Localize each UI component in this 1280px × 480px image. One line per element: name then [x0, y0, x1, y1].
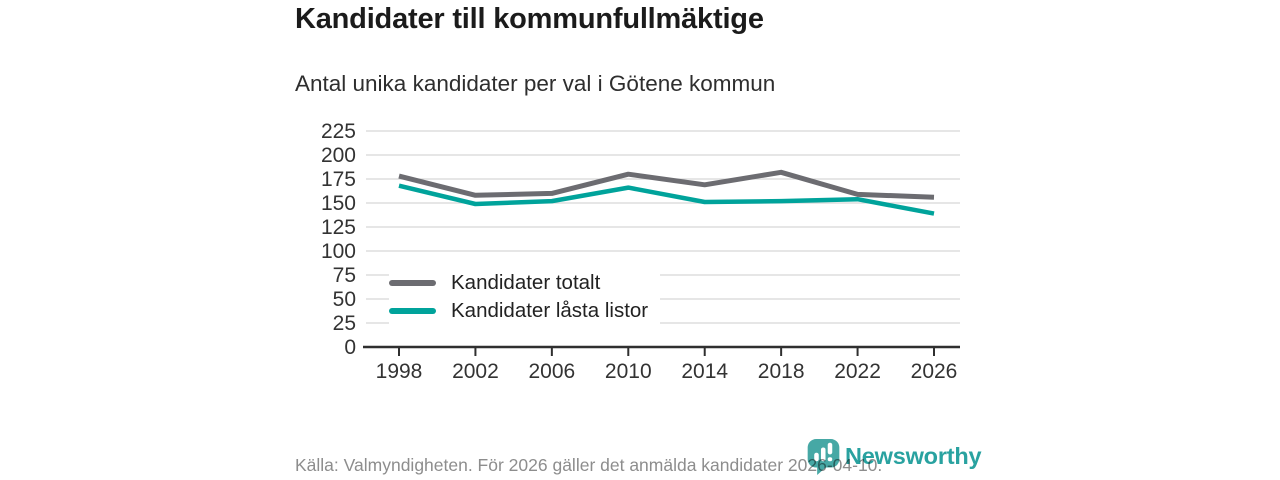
y-axis-tick-label: 200 [321, 144, 356, 167]
x-axis-tick-label: 2018 [758, 360, 805, 383]
y-axis-tick-label: 0 [344, 336, 356, 359]
y-axis-tick-label: 50 [333, 288, 356, 311]
y-axis-tick-label: 175 [321, 168, 356, 191]
legend: Kandidater totalt Kandidater låsta listo… [389, 269, 661, 325]
y-axis-tick-label: 125 [321, 216, 356, 239]
legend-swatch-lasta-listor [389, 308, 436, 314]
legend-swatch-totalt [389, 280, 436, 286]
legend-item-totalt: Kandidater totalt [389, 269, 661, 297]
y-axis-tick-label: 225 [321, 120, 356, 143]
chart-subtitle: Antal unika kandidater per val i Götene … [295, 71, 776, 96]
x-axis-tick-label: 2006 [528, 360, 575, 383]
legend-item-lasta-listor: Kandidater låsta listor [389, 297, 661, 325]
series-line-totalt [398, 169, 935, 200]
x-axis-tick-label: 1998 [376, 360, 423, 383]
source-note: Källa: Valmyndigheten. För 2026 gäller d… [295, 455, 883, 475]
x-axis-tick-label: 2026 [911, 360, 958, 383]
legend-label-totalt: Kandidater totalt [451, 271, 601, 294]
page-title: Kandidater till kommunfullmäktige [295, 3, 764, 35]
legend-label-lasta-listor: Kandidater låsta listor [451, 299, 649, 322]
y-axis-tick-label: 75 [333, 264, 356, 287]
y-axis-tick-label: 25 [333, 312, 356, 335]
newsworthy-logo: Newsworthy [806, 438, 982, 476]
y-axis-tick-label: 150 [321, 192, 356, 215]
series-line-lasta-listor [398, 183, 935, 216]
x-axis-tick-label: 2002 [452, 360, 499, 383]
newsworthy-speech-bubble-bar-chart-icon [807, 439, 840, 475]
x-axis-tick-label: 2010 [605, 360, 652, 383]
y-axis-tick-label: 100 [321, 240, 356, 263]
x-axis-tick-label: 2014 [681, 360, 728, 383]
newsworthy-logo-text: Newsworthy [845, 443, 982, 469]
x-axis-tick-label: 2022 [834, 360, 881, 383]
